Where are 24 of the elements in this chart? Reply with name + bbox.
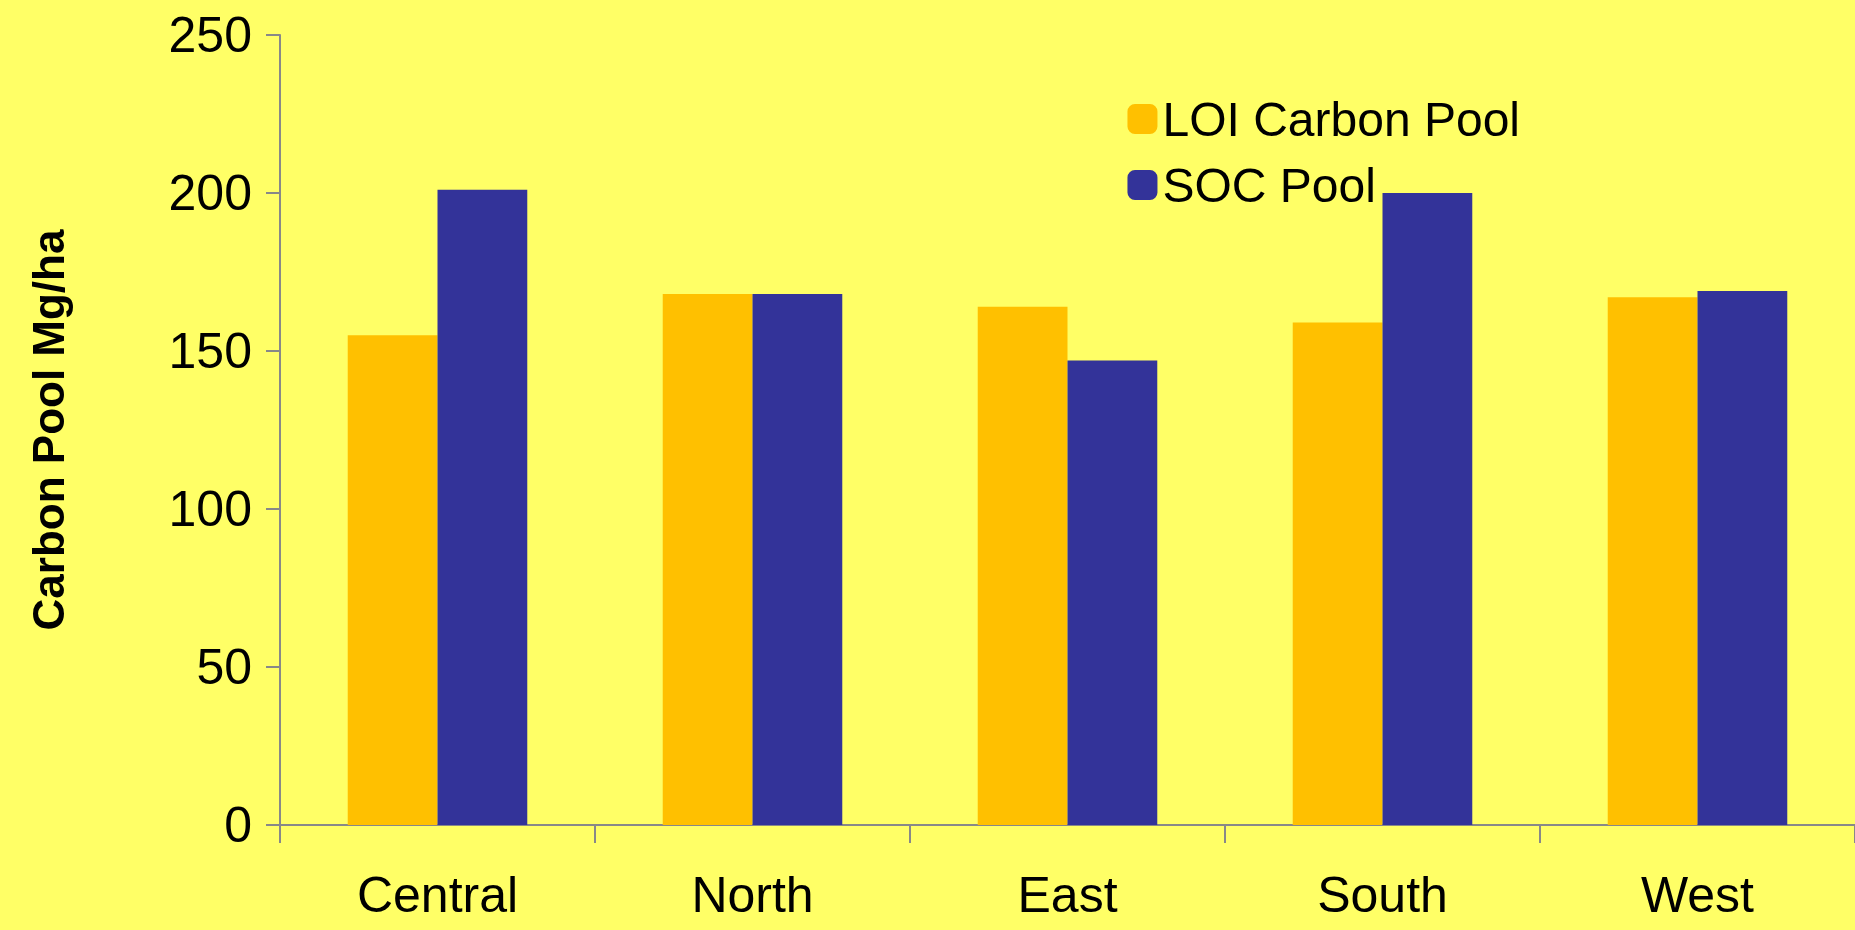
bar: [977, 306, 1068, 825]
legend-label: LOI Carbon Pool: [1162, 92, 1521, 146]
bar: [1067, 360, 1158, 825]
bar: [437, 189, 528, 825]
legend-label: SOC Pool: [1162, 158, 1376, 212]
bar: [662, 294, 753, 825]
bar: [1607, 297, 1698, 825]
y-tick-label: 50: [196, 639, 252, 695]
bar: [1292, 322, 1383, 825]
y-axis-title: Carbon Pool Mg/ha: [23, 229, 73, 631]
bar: [752, 294, 843, 825]
x-tick-label: West: [1641, 867, 1755, 923]
x-tick-label: Central: [356, 867, 519, 923]
x-tick-label: North: [691, 867, 814, 923]
y-tick-label: 250: [168, 7, 252, 63]
bar: [347, 335, 438, 825]
y-tick-label: 100: [168, 481, 252, 537]
x-tick-label: South: [1317, 867, 1448, 923]
y-tick-label: 0: [224, 797, 252, 853]
x-tick-label: East: [1017, 867, 1118, 923]
bar: [1382, 193, 1473, 825]
y-tick-label: 150: [168, 323, 252, 379]
bar: [1697, 290, 1788, 825]
y-tick-label: 200: [168, 165, 252, 221]
